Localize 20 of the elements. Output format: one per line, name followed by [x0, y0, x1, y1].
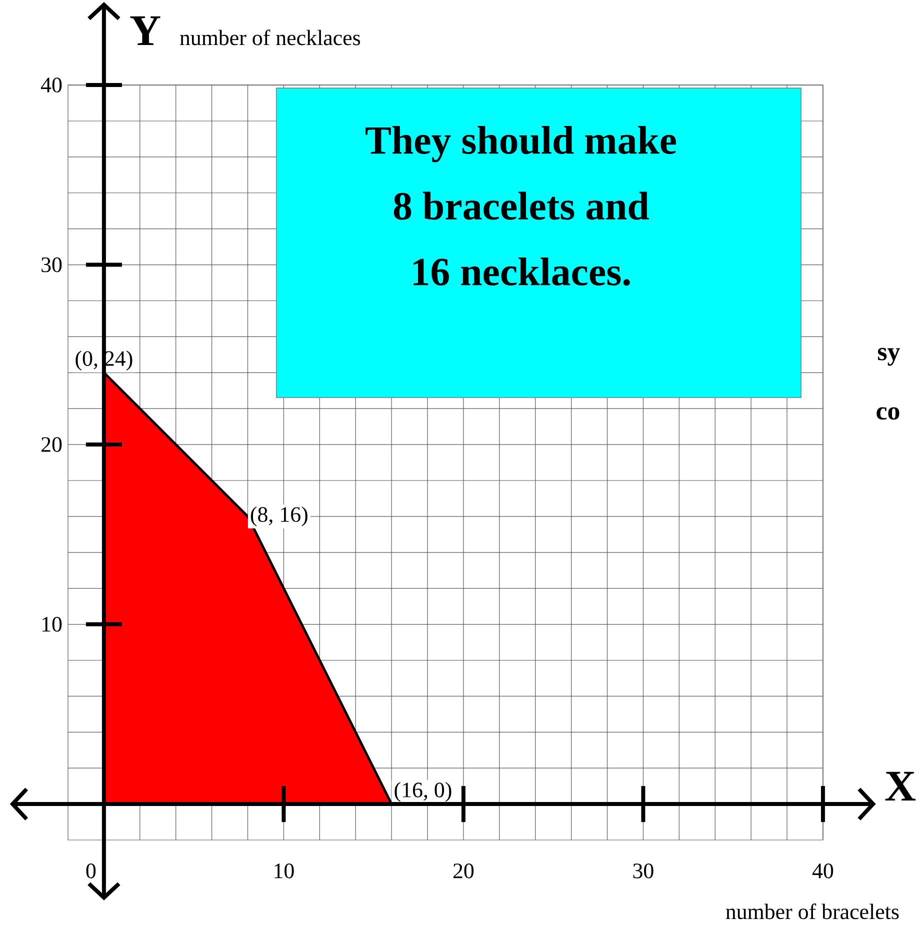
y-tick-label: 20 — [41, 437, 62, 452]
x-tick-label: 0 — [86, 864, 96, 878]
y-tick-label: 30 — [41, 257, 62, 272]
x-axis-title: number of bracelets — [726, 904, 898, 920]
annotation: 16 necklaces. — [413, 257, 630, 286]
y-tick-label: 40 — [40, 78, 62, 92]
x-tick-label: 10 — [274, 864, 294, 878]
annotation: They should make — [365, 126, 676, 162]
text: Y — [130, 16, 160, 46]
text: sy — [878, 348, 900, 366]
y-tick-label: 10 — [42, 616, 62, 632]
annotation: (8, 16) — [250, 506, 308, 526]
annotation: 8 bracelets and — [394, 192, 649, 220]
x-tick-label: 30 — [633, 864, 654, 878]
y-axis-title: number of necklaces — [180, 30, 360, 46]
annotation: (16, 0) — [394, 782, 452, 802]
x-tick-label: 20 — [453, 864, 474, 878]
text: X — [885, 772, 916, 801]
x-tick-label: 40 — [812, 864, 833, 878]
text: co — [876, 407, 900, 420]
